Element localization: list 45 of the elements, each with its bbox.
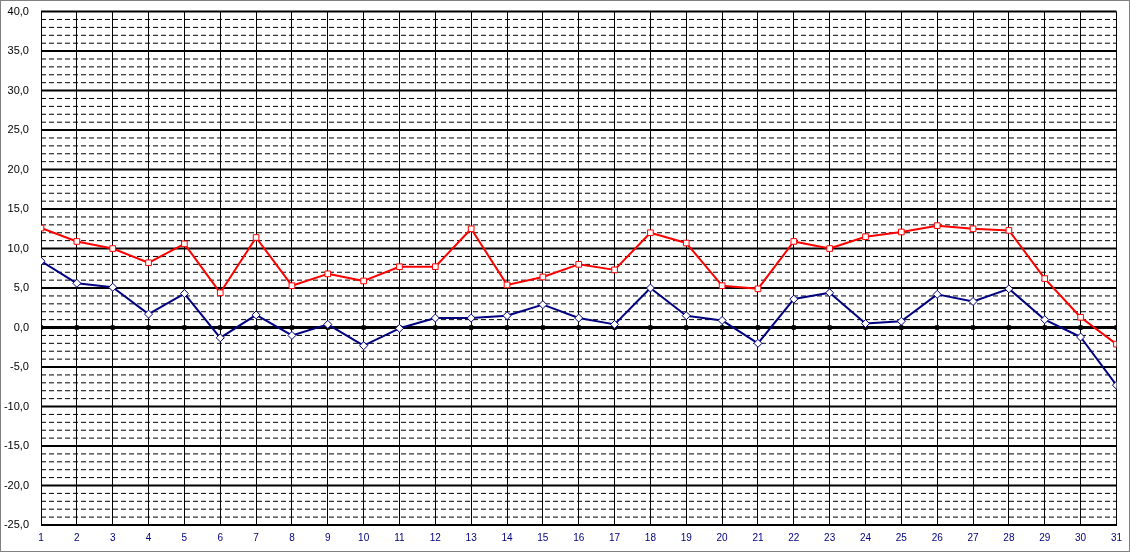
x-tick-label: 18 — [644, 531, 657, 543]
x-tick-label: 4 — [145, 531, 152, 543]
y-tick-label: 0,0 — [13, 320, 29, 333]
x-tick-label: 8 — [289, 531, 296, 543]
y-tick-label: -25,0 — [3, 518, 29, 531]
x-tick-label: 21 — [752, 531, 764, 543]
x-tick-label: 19 — [680, 531, 693, 543]
x-tick-label: 12 — [429, 531, 442, 543]
y-tick-label: 15,0 — [7, 202, 29, 215]
x-tick-label: 9 — [325, 531, 331, 543]
y-tick-label: -5,0 — [10, 360, 29, 373]
x-tick-label: 13 — [465, 531, 478, 543]
y-tick-label: -15,0 — [3, 439, 29, 452]
x-tick-label: 11 — [394, 531, 406, 543]
x-tick-label: 14 — [501, 531, 514, 543]
x-tick-label: 27 — [967, 531, 980, 543]
x-tick-label: 22 — [788, 531, 800, 543]
y-tick-label: -10,0 — [3, 399, 29, 412]
y-tick-label: 30,0 — [7, 83, 29, 96]
y-tick-label: 25,0 — [7, 123, 29, 136]
x-tick-label: 29 — [1039, 531, 1051, 543]
x-tick-label: 24 — [859, 531, 872, 543]
x-tick-label: 30 — [1075, 531, 1087, 543]
x-tick-label: 5 — [181, 531, 188, 543]
x-tick-label: 1 — [38, 531, 45, 543]
x-tick-label: 10 — [358, 531, 370, 543]
x-tick-label: 23 — [824, 531, 836, 543]
x-tick-label: 7 — [253, 531, 260, 543]
y-tick-label: 20,0 — [7, 162, 29, 175]
x-tick-label: 20 — [716, 531, 729, 543]
y-tick-label: 35,0 — [7, 44, 29, 57]
x-tick-label: 25 — [895, 531, 908, 543]
x-tick-label: 6 — [217, 531, 224, 543]
y-tick-label: 5,0 — [13, 281, 29, 294]
x-tick-label: 16 — [573, 531, 585, 543]
x-tick-label: 2 — [74, 531, 81, 543]
y-tick-label: -20,0 — [3, 478, 29, 491]
x-tick-label: 31 — [1110, 531, 1123, 543]
x-tick-label: 15 — [537, 531, 549, 543]
x-tick-label: 17 — [609, 531, 621, 543]
x-tick-label: 26 — [931, 531, 944, 543]
x-tick-label: 28 — [1003, 531, 1015, 543]
y-tick-label: 40,0 — [7, 4, 29, 17]
y-tick-label: 10,0 — [7, 241, 29, 254]
x-tick-label: 3 — [109, 531, 116, 543]
